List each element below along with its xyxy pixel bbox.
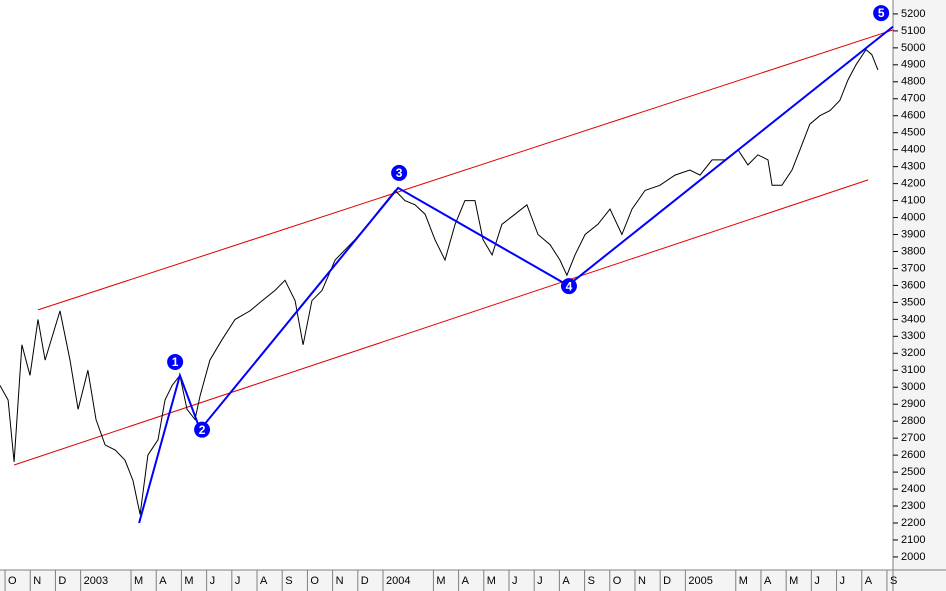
channel-line — [37, 29, 894, 311]
x-tick-label: D — [58, 575, 66, 587]
y-tick-label: 2700 — [901, 432, 925, 444]
y-tick-label: 2300 — [901, 500, 925, 512]
x-tick-label: O — [310, 575, 319, 587]
y-tick-label: 3000 — [901, 381, 925, 393]
plot-area — [0, 0, 893, 570]
y-tick-label: 4200 — [901, 178, 925, 190]
y-tick-label: 3900 — [901, 228, 925, 240]
channel-line — [13, 179, 869, 466]
x-tick-label: N — [33, 575, 41, 587]
wave-marker — [167, 353, 184, 370]
x-tick-label: M — [436, 575, 445, 587]
x-tick-label: A — [159, 575, 167, 587]
x-tick-label: A — [462, 575, 470, 587]
x-tick-label: O — [613, 575, 622, 587]
y-tick-label: 4000 — [901, 211, 925, 223]
x-tick-label: S — [285, 575, 292, 587]
x-tick-label: 2005 — [688, 575, 712, 587]
x-tick-label: M — [184, 575, 193, 587]
x-tick-label: D — [361, 575, 369, 587]
y-axis-area — [893, 0, 946, 591]
y-tick-label: 3100 — [901, 364, 925, 376]
x-tick-label: D — [663, 575, 671, 587]
x-tick-label: J — [512, 575, 518, 587]
y-tick-label: 4500 — [901, 127, 925, 139]
x-tick-label: N — [638, 575, 646, 587]
wave-label: 2 — [199, 423, 206, 437]
x-tick-label: N — [336, 575, 344, 587]
y-tick-label: 2400 — [901, 483, 925, 495]
y-tick-label: 5200 — [901, 8, 925, 20]
x-tick-label: J — [814, 575, 820, 587]
y-tick-label: 5100 — [901, 25, 925, 37]
y-tick-label: 2000 — [901, 551, 925, 563]
x-tick-label: 2003 — [84, 575, 108, 587]
x-tick-label: M — [739, 575, 748, 587]
y-tick-label: 4100 — [901, 194, 925, 206]
wave-label: 4 — [566, 279, 573, 293]
y-tick-label: 4400 — [901, 144, 925, 156]
y-tick-label: 2500 — [901, 466, 925, 478]
x-tick-label: S — [588, 575, 595, 587]
x-tick-label: J — [840, 575, 846, 587]
x-tick-label: A — [764, 575, 772, 587]
y-tick-label: 4300 — [901, 161, 925, 173]
x-tick-label: M — [789, 575, 798, 587]
x-tick-label: J — [210, 575, 216, 587]
y-tick-label: 3400 — [901, 313, 925, 325]
y-tick-label: 2100 — [901, 534, 925, 546]
y-tick-label: 4600 — [901, 110, 925, 122]
x-tick-label: J — [537, 575, 543, 587]
wave-line — [138, 25, 894, 524]
y-tick-label: 5000 — [901, 42, 925, 54]
y-tick-label: 3300 — [901, 330, 925, 342]
x-axis-area — [0, 570, 893, 591]
y-tick-label: 4700 — [901, 93, 925, 105]
y-tick-label: 2200 — [901, 517, 925, 529]
x-tick-label: M — [134, 575, 143, 587]
wave-marker — [194, 421, 211, 438]
y-tick-label: 2600 — [901, 449, 925, 461]
x-tick-label: 2004 — [386, 575, 410, 587]
x-tick-label: A — [562, 575, 570, 587]
y-tick-label: 3600 — [901, 279, 925, 291]
price-line — [0, 48, 879, 515]
wave-label: 3 — [396, 166, 403, 180]
wave-label: 1 — [172, 355, 179, 369]
y-tick-label: 4900 — [901, 59, 925, 71]
x-tick-label: A — [865, 575, 873, 587]
y-tick-label: 4800 — [901, 76, 925, 88]
x-tick-label: A — [260, 575, 268, 587]
wave-marker — [873, 5, 890, 22]
y-tick-label: 3700 — [901, 262, 925, 274]
wave-marker — [560, 278, 577, 295]
y-tick-label: 2900 — [901, 398, 925, 410]
y-tick-label: 3800 — [901, 245, 925, 257]
wave-label: 5 — [878, 6, 885, 20]
y-tick-label: 2800 — [901, 415, 925, 427]
x-tick-label: M — [487, 575, 496, 587]
wave-marker — [391, 164, 408, 181]
y-tick-label: 3500 — [901, 296, 925, 308]
x-tick-label: J — [235, 575, 241, 587]
y-tick-label: 3200 — [901, 347, 925, 359]
x-tick-label: O — [8, 575, 17, 587]
x-tick-label: S — [890, 575, 897, 587]
